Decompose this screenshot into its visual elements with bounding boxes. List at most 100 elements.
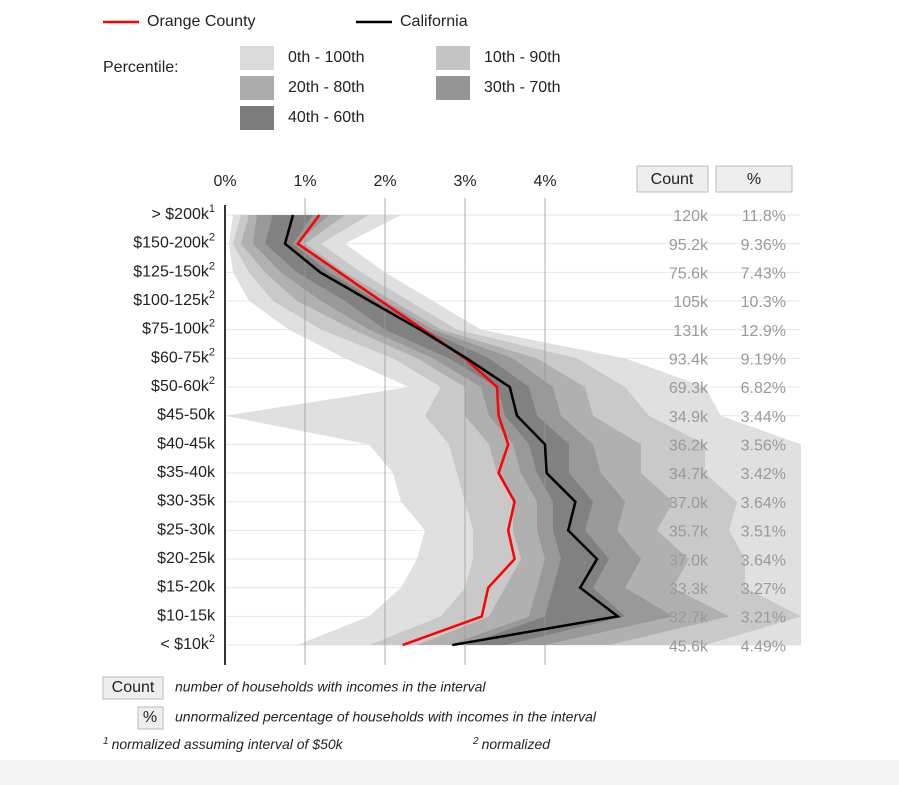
legend-label: 20th - 80th [288,79,365,96]
count-value: 36.2k [669,438,709,455]
category-label: $150-200k2 [133,232,215,252]
percent-value: 9.19% [741,352,786,369]
category-name: $25-30k [157,522,216,539]
legend-swatch [436,46,470,70]
category-note: 2 [209,318,215,330]
category-name: $150-200k [133,235,210,252]
count-value: 34.9k [669,409,709,426]
category-name: $60-75k [151,350,210,367]
legend-label: Percentile: [103,59,179,76]
percent-value: 3.42% [741,466,786,483]
percent-value: 10.3% [741,294,786,311]
category-label: $35-40k [157,464,216,481]
count-value: 35.7k [669,524,709,541]
x-tick-label: 2% [373,173,396,190]
count-value: 120k [673,208,709,225]
percent-header-box[interactable] [715,165,793,193]
percent-value: 3.27% [741,581,786,598]
count-value: 75.6k [669,266,709,283]
note-key: Count [112,679,155,696]
category-name: $100-125k [133,292,210,309]
category-label: $30-35k [157,493,216,510]
percent-value: 4.49% [741,638,786,655]
category-note: 2 [209,346,215,358]
category-name: > $200k [151,206,209,223]
percent-value: 3.64% [741,495,786,512]
category-name: < $10k [160,636,209,653]
series-line [296,214,516,647]
category-name: $20-25k [157,550,216,567]
percent-value: 7.43% [741,266,786,283]
category-label: $100-125k2 [133,289,215,309]
count-value: 93.4k [669,352,709,369]
count-value: 33.3k [669,581,709,598]
note-key-box [102,676,164,700]
category-note: 2 [209,375,215,387]
count-value: 95.2k [669,237,709,254]
footer-band [0,760,899,785]
legend-label: California [400,13,468,30]
category-name: $15-20k [157,579,216,596]
footnote: 1 normalized assuming interval of $50k [103,736,344,752]
note-text: unnormalized percentage of households wi… [175,709,597,725]
category-label: $125-150k2 [133,260,215,280]
count-value: 131k [673,323,709,340]
category-note: 2 [209,232,215,244]
category-name: $35-40k [157,464,216,481]
x-tick-label: 1% [293,173,316,190]
count-header[interactable]: Count [651,171,694,188]
percent-value: 12.9% [741,323,786,340]
percent-value: 6.82% [741,380,786,397]
legend-swatch [436,76,470,100]
legend-label: 30th - 70th [484,79,561,96]
category-label: $15-20k [157,579,216,596]
category-label: $20-25k [157,550,216,567]
x-tick-label: 4% [533,173,556,190]
count-header-box[interactable] [636,165,709,193]
percent-value: 3.56% [741,438,786,455]
percent-value: 11.8% [742,208,786,225]
percent-header[interactable]: % [747,171,761,188]
note-key: % [143,709,157,726]
category-name: $75-100k [142,321,210,338]
category-label: $40-45k [157,436,216,453]
legend-label: 0th - 100th [288,49,365,66]
x-tick-label: 0% [213,173,236,190]
count-value: 37.0k [669,495,709,512]
note-key-box [137,706,164,730]
category-name: $45-50k [157,407,216,424]
legend-swatch [240,76,274,100]
category-name: $30-35k [157,493,216,510]
category-label: $25-30k [157,522,216,539]
count-value: 45.6k [669,638,709,655]
category-label: < $10k2 [160,633,215,653]
footnote-text: normalized assuming interval of $50k [112,736,344,752]
footnote-mark: 1 [103,736,109,747]
percent-value: 3.44% [741,409,786,426]
x-tick-label: 3% [453,173,476,190]
note-text: number of households with incomes in the… [175,679,486,695]
category-label: $75-100k2 [142,318,215,338]
count-value: 34.7k [669,466,709,483]
category-label: $60-75k2 [151,346,215,366]
category-name: $40-45k [157,436,216,453]
category-note: 1 [209,203,215,215]
percent-value: 3.51% [741,524,786,541]
count-value: 105k [673,294,709,311]
legend-swatch [240,46,274,70]
footnote-mark: 2 [472,736,479,747]
category-note: 2 [209,260,215,272]
category-name: $10-15k [157,608,216,625]
legend-label: 40th - 60th [288,109,365,126]
category-name: $125-150k [133,264,210,281]
percent-value: 3.21% [741,610,786,627]
category-label: $45-50k [157,407,216,424]
count-value: 69.3k [669,380,709,397]
footnote: 2 normalized [472,736,551,752]
category-label: > $200k1 [151,203,215,223]
legend-label: Orange County [147,13,256,30]
count-value: 37.0k [669,552,709,569]
count-value: 32.7k [669,610,709,627]
series-line [283,214,621,647]
